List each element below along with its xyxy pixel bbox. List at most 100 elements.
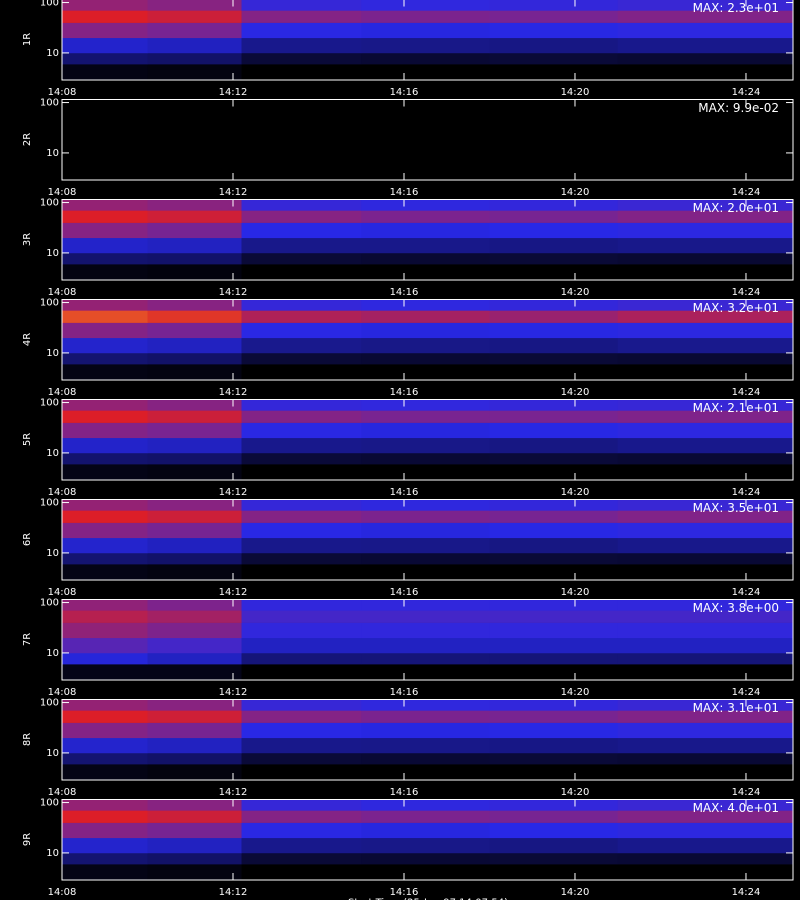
heat-cell	[489, 564, 619, 581]
heat-cell	[489, 99, 619, 111]
heat-cell	[241, 452, 362, 465]
x-tick-label: 14:08	[48, 87, 77, 98]
x-tick-label: 14:08	[48, 287, 77, 298]
heat-cell	[147, 622, 242, 639]
heat-cell	[489, 164, 619, 181]
heat-cell	[489, 764, 619, 781]
heat-cell	[62, 510, 148, 523]
max-annotation: MAX: 2.3e+01	[693, 1, 779, 15]
y-tick-label: 100	[40, 698, 59, 709]
heat-cell	[241, 99, 362, 111]
heat-cell	[361, 737, 490, 754]
heat-cell	[62, 752, 148, 765]
heat-cell	[147, 699, 242, 711]
heat-cell	[361, 22, 490, 39]
heat-cell	[489, 437, 619, 454]
heat-cell	[62, 552, 148, 565]
heat-cell	[241, 852, 362, 865]
heat-cell	[147, 610, 242, 623]
heat-cell	[241, 199, 362, 211]
heat-cell	[147, 137, 242, 154]
heat-cell	[241, 752, 362, 765]
heat-cell	[241, 237, 362, 254]
heat-cell	[62, 452, 148, 465]
x-tick-label: 14:12	[219, 387, 248, 398]
plot-frame	[61, 399, 794, 481]
heat-cell	[241, 799, 362, 811]
heat-cell	[147, 822, 242, 839]
heat-cell	[617, 737, 794, 754]
heat-cell	[617, 799, 794, 811]
x-tick-label: 14:08	[48, 687, 77, 698]
heat-cell	[617, 337, 794, 354]
heat-cell	[62, 322, 148, 339]
x-tick-label: 14:24	[732, 387, 761, 398]
x-tick-label: 14:12	[219, 87, 248, 98]
heat-cell	[489, 610, 619, 623]
heat-cell	[489, 864, 619, 881]
heat-cell	[361, 752, 490, 765]
heat-cell	[617, 52, 794, 65]
heat-cell	[147, 122, 242, 139]
heat-cell	[241, 264, 362, 281]
heat-cell	[489, 422, 619, 439]
heat-cell	[617, 864, 794, 881]
heat-cell	[62, 199, 148, 211]
heat-cell	[241, 422, 362, 439]
heat-cell	[62, 464, 148, 481]
y-axis-label: 6R	[22, 533, 33, 546]
heat-cell	[147, 710, 242, 723]
max-annotation: MAX: 3.1e+01	[693, 701, 779, 715]
heat-cell	[62, 164, 148, 181]
heat-cell	[62, 410, 148, 423]
heat-cell	[361, 799, 490, 811]
heat-cell	[617, 199, 794, 211]
heat-cell	[617, 222, 794, 239]
heat-cell	[241, 399, 362, 411]
heat-cell	[489, 252, 619, 265]
heat-cell	[489, 22, 619, 39]
heat-cell	[147, 522, 242, 539]
heat-cell	[361, 852, 490, 865]
heat-cell	[241, 137, 362, 154]
heat-cell	[361, 410, 490, 423]
heat-cell	[241, 352, 362, 365]
heat-cell	[489, 799, 619, 811]
heat-cell	[489, 752, 619, 765]
heat-cell	[617, 210, 794, 223]
heat-cell	[489, 52, 619, 65]
heat-cell	[617, 99, 794, 111]
heat-cell	[62, 37, 148, 54]
heat-cell	[617, 352, 794, 365]
heat-cell	[147, 410, 242, 423]
heat-cell	[241, 652, 362, 665]
heat-cell	[361, 10, 490, 23]
heat-cell	[147, 637, 242, 654]
heat-cell	[241, 622, 362, 639]
y-tick-label: 100	[40, 0, 59, 9]
heat-cell	[241, 510, 362, 523]
heat-cell	[62, 764, 148, 781]
heat-cell	[62, 837, 148, 854]
heat-cell	[147, 752, 242, 765]
x-tick-label: 14:12	[219, 187, 248, 198]
y-axis-label: 7R	[22, 633, 33, 646]
heat-cell	[241, 599, 362, 611]
x-tick-label: 14:12	[219, 487, 248, 498]
heat-cell	[361, 537, 490, 554]
heat-cell	[62, 810, 148, 823]
heat-cell	[617, 152, 794, 165]
heat-cell	[241, 10, 362, 23]
x-tick-label: 14:08	[48, 387, 77, 398]
heat-cell	[147, 737, 242, 754]
heat-cell	[617, 364, 794, 381]
heat-cell	[241, 152, 362, 165]
heat-cell	[489, 522, 619, 539]
heat-cell	[617, 622, 794, 639]
x-tick-label: 14:16	[390, 387, 419, 398]
heat-cell	[361, 710, 490, 723]
heat-cell	[147, 799, 242, 811]
x-tick-label: 14:24	[732, 587, 761, 598]
heat-cell	[361, 564, 490, 581]
heat-cell	[489, 510, 619, 523]
